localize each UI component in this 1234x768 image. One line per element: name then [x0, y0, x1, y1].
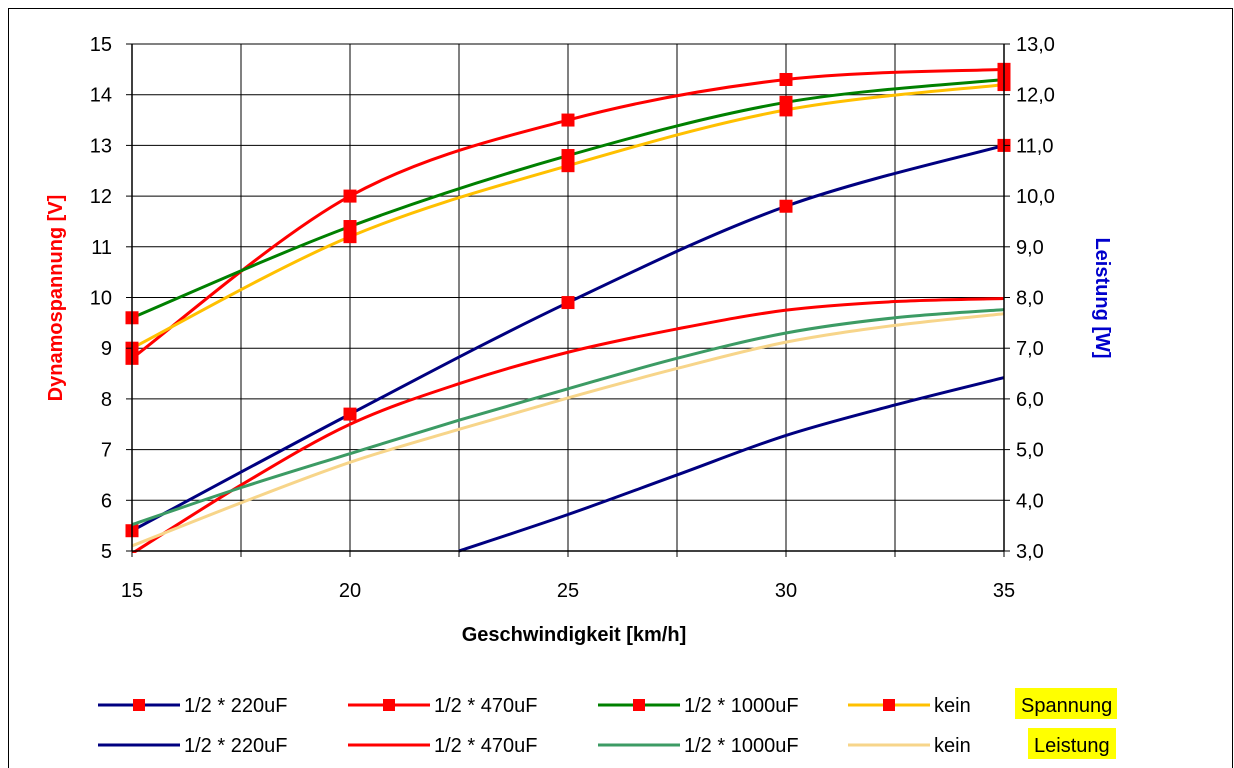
data-point-marker: [779, 103, 793, 117]
y-left-tick-label: 9: [101, 338, 112, 360]
legend-entry-label: 1/2 * 1000uF: [684, 695, 799, 717]
legend-marker: [883, 699, 895, 711]
y-right-tick-label: 9,0: [1016, 237, 1044, 259]
legend-group-highlight: [1028, 728, 1116, 759]
chart-frame: [8, 8, 1233, 768]
y-left-tick-label: 13: [90, 135, 112, 157]
data-point-marker: [779, 72, 793, 86]
series-layer: [125, 62, 1011, 553]
y-axis-left-title: Dynamospannung [V]: [45, 195, 67, 402]
y-left-tick-label: 8: [101, 389, 112, 411]
y-right-tick-label: 6,0: [1016, 389, 1044, 411]
y-left-tick-label: 14: [90, 85, 112, 107]
y-right-tick-label: 3,0: [1016, 541, 1044, 563]
y-right-tick-label: 8,0: [1016, 288, 1044, 310]
legend-marker: [133, 699, 145, 711]
y-left-tick-label: 10: [90, 288, 112, 310]
data-point-marker: [779, 199, 793, 213]
y-right-tick-label: 4,0: [1016, 490, 1044, 512]
x-axis-title: Geschwindigkeit [km/h]: [462, 624, 686, 646]
y-left-tick-label: 15: [90, 34, 112, 56]
data-point-marker: [561, 113, 575, 127]
x-tick-label: 15: [121, 580, 143, 602]
y-left-tick-label: 12: [90, 186, 112, 208]
x-tick-label: 25: [557, 580, 579, 602]
y-left-tick-label: 6: [101, 490, 112, 512]
y-right-tick-label: 13,0: [1016, 34, 1055, 56]
legend-entry-label: 1/2 * 220uF: [184, 735, 287, 757]
data-point-marker: [343, 230, 357, 244]
series-line-leistung-5: [132, 297, 1004, 553]
axes: [126, 43, 1010, 557]
y-right-tick-label: 11,0: [1016, 135, 1053, 157]
legend-entry-label: 1/2 * 220uF: [184, 695, 287, 717]
data-point-marker: [343, 189, 357, 203]
y-axis-right-title: Leistung [W]: [1091, 237, 1113, 358]
data-point-marker: [561, 159, 575, 173]
y-right-tick-label: 7,0: [1016, 338, 1044, 360]
y-left-tick-label: 5: [101, 541, 112, 563]
y-left-tick-label: 7: [101, 440, 112, 462]
y-left-tick-label: 11: [91, 237, 112, 259]
legend-entry-label: 1/2 * 470uF: [434, 735, 537, 757]
data-point-marker: [561, 296, 575, 310]
data-point-marker: [343, 407, 357, 421]
legend-marker: [383, 699, 395, 711]
tick-labels: 15 20 25 30 35 5 6 7 8 9 10 11 12 13 14 15 3,0 4,0 5,0 6,0 7…: [90, 34, 1055, 602]
series-line-leistung-6: [132, 308, 1004, 527]
series-line-leistung-7: [132, 312, 1004, 548]
legend-group-label: Spannung: [1021, 695, 1112, 717]
series-line-leistung-4: [458, 376, 1004, 553]
legend-entry-label: kein: [934, 695, 971, 717]
legend: 1/2 * 220uF 1/2 * 470uF 1/2 * 1000uF kein Sp…: [98, 688, 1117, 759]
legend-marker: [633, 699, 645, 711]
x-tick-label: 35: [993, 580, 1015, 602]
x-tick-label: 30: [775, 580, 797, 602]
legend-group-highlight: [1015, 688, 1117, 719]
legend-entry-label: 1/2 * 470uF: [434, 695, 537, 717]
y-right-tick-label: 5,0: [1016, 440, 1044, 462]
y-right-tick-label: 10,0: [1016, 186, 1055, 208]
x-tick-label: 20: [339, 580, 361, 602]
legend-entry-label: kein: [934, 735, 971, 757]
series-line-spannung-1: [132, 67, 1004, 360]
legend-entry-label: 1/2 * 1000uF: [684, 735, 799, 757]
legend-group-label: Leistung: [1034, 735, 1110, 757]
y-right-tick-label: 12,0: [1016, 85, 1055, 107]
